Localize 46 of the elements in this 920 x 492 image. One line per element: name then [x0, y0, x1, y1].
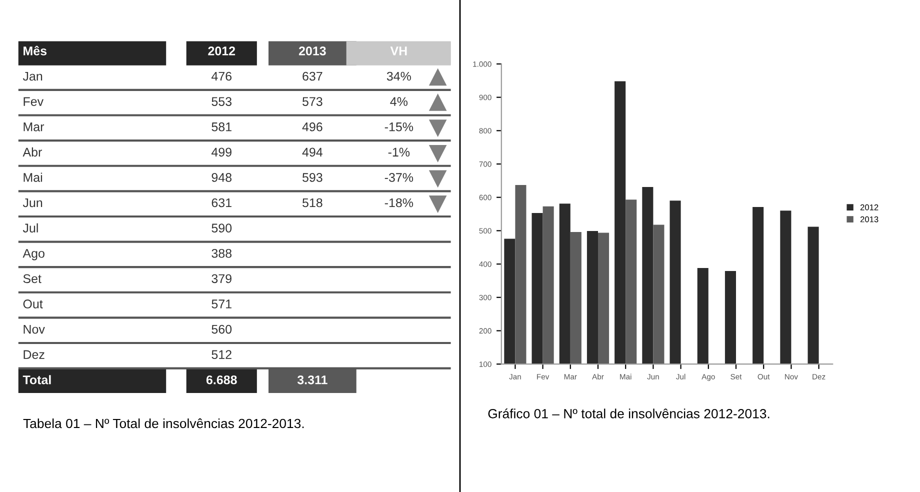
category-label: Ago [22, 249, 44, 260]
data-label: 560 [212, 324, 232, 334]
data-label: 948 [212, 173, 232, 182]
legend-label: 2013 [860, 216, 878, 222]
data-label: 6.688 [206, 375, 237, 384]
category-label: Jul [22, 223, 38, 232]
data-label: 518 [302, 198, 322, 208]
text: 2013 [298, 46, 326, 56]
data-label: 581 [212, 122, 232, 132]
text: 2012 [208, 46, 236, 56]
data-label: 34% [386, 72, 411, 81]
data-label: -37% [384, 173, 414, 182]
category-label: Jan [22, 72, 42, 81]
text: Tabela 01 – Nº Total de insolvências 2012-2013. [23, 418, 304, 428]
data-label: 512 [212, 350, 232, 359]
category-label: Jun [22, 198, 42, 208]
category-label: Mar [24, 122, 44, 132]
data-label: 4% [390, 97, 408, 106]
data-label: 593 [302, 173, 322, 182]
data-label: 573 [302, 97, 322, 106]
data-label: 379 [212, 274, 232, 284]
text: Mês [24, 46, 47, 56]
category-label: Abr [22, 147, 42, 157]
data-label: 553 [212, 97, 232, 106]
data-label: 494 [302, 148, 322, 157]
data-label: 631 [212, 198, 232, 208]
data-label: 590 [212, 224, 232, 232]
data-label: 388 [212, 248, 232, 258]
data-label: 496 [302, 122, 322, 132]
category-label: Total [22, 375, 51, 384]
data-label: 499 [211, 148, 232, 157]
text: Gráfico 01 – Nº total de insolvências 2012-2013. [488, 408, 770, 418]
data-label: -15% [384, 122, 414, 132]
category-label: Set [23, 274, 42, 284]
data-label: -18% [384, 198, 414, 208]
data-label: 476 [211, 72, 232, 81]
category-label: Mai [24, 172, 42, 182]
category-label: Out [23, 300, 43, 308]
legend-label: 2012 [860, 204, 878, 210]
data-label: -1% [388, 148, 410, 157]
data-label: 637 [302, 72, 322, 81]
data-label: 3.311 [297, 375, 328, 384]
category-label: Dez [24, 350, 44, 359]
category-label: Nov [24, 324, 45, 334]
category-label: Fev [24, 97, 44, 106]
data-label: 571 [212, 300, 232, 308]
